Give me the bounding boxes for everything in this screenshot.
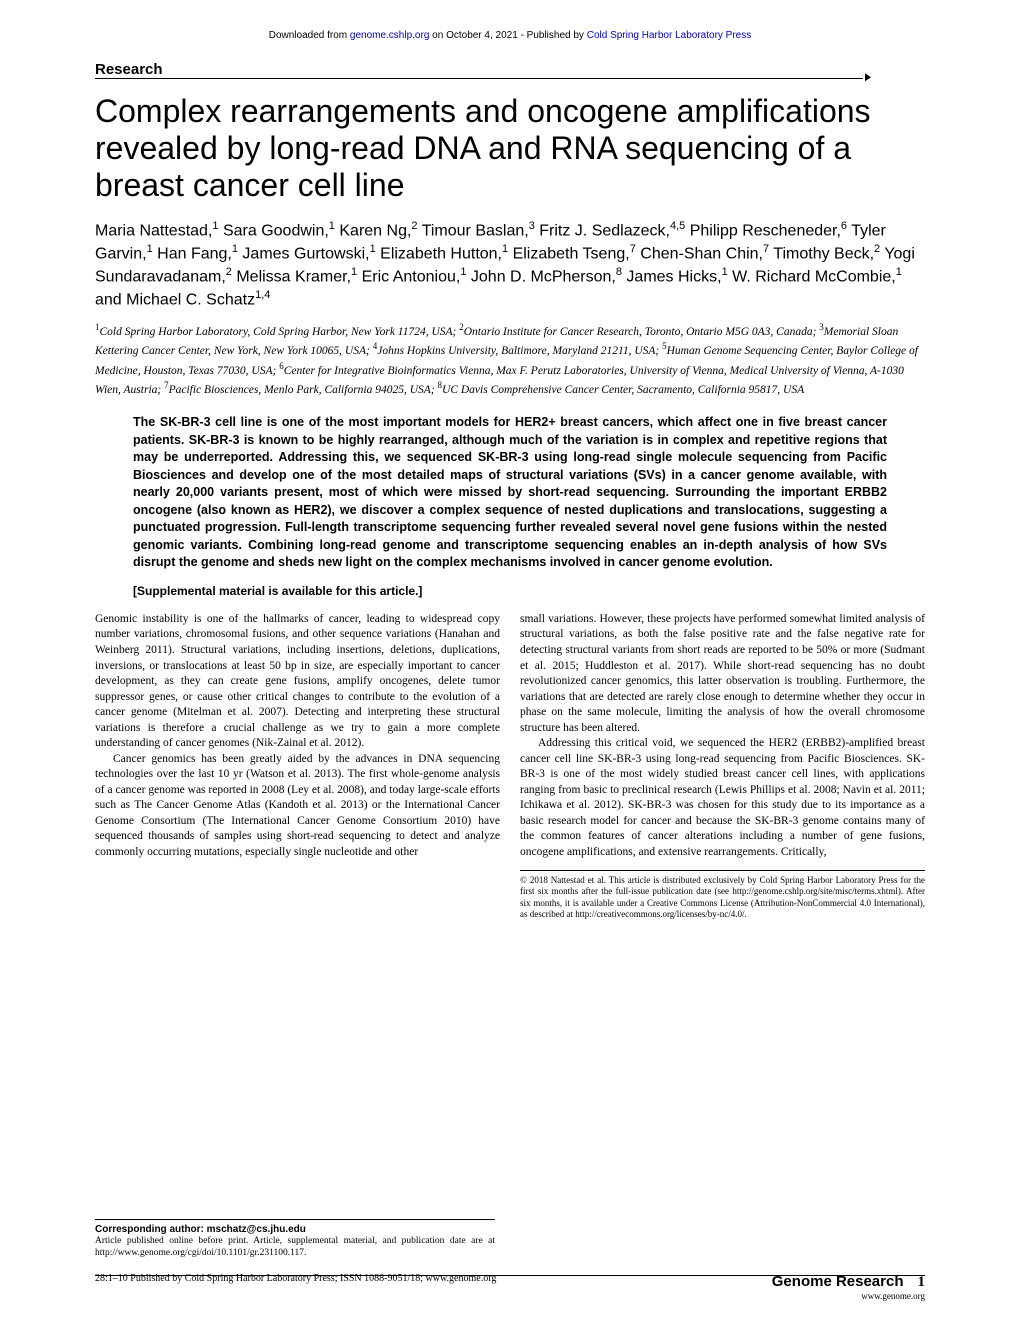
body-paragraph: Genomic instability is one of the hallma… [95,612,500,752]
page-footer: 28:1–10 Published by Cold Spring Harbor … [95,1273,925,1302]
body-paragraph: Cancer genomics has been greatly aided b… [95,752,500,861]
section-label: Research [95,61,863,79]
author-list: Maria Nattestad,1 Sara Goodwin,1 Karen N… [95,219,925,311]
body-paragraph: small variations. However, these project… [520,612,925,736]
journal-site: www.genome.org [861,1291,925,1301]
footer-right: Genome Research 1 www.genome.org [772,1273,925,1302]
footer-left-text: 28:1–10 Published by Cold Spring Harbor … [95,1273,496,1302]
header-mid: on October 4, 2021 - Published by [429,30,586,41]
header-link-1[interactable]: genome.cshlp.org [350,30,430,41]
article-title: Complex rearrangements and oncogene ampl… [95,93,925,203]
left-column: Genomic instability is one of the hallma… [95,612,500,920]
supplemental-note: [Supplemental material is available for … [95,584,925,598]
download-header: Downloaded from genome.cshlp.org on Octo… [95,30,925,41]
copyright-notice: © 2018 Nattestad et al. This article is … [520,870,925,920]
publication-note: Article published online before print. A… [95,1236,495,1260]
abstract: The SK-BR-3 cell line is one of the most… [95,414,925,572]
affiliation-list: 1Cold Spring Harbor Laboratory, Cold Spr… [95,321,925,398]
corresponding-author: Corresponding author: mschatz@cs.jhu.edu [95,1224,495,1237]
body-paragraph: Addressing this critical void, we sequen… [520,736,925,860]
journal-name: Genome Research [772,1273,904,1290]
header-prefix: Downloaded from [269,30,350,41]
body-text: Genomic instability is one of the hallma… [95,612,925,920]
header-link-2[interactable]: Cold Spring Harbor Laboratory Press [587,30,752,41]
corresponding-footer: Corresponding author: mschatz@cs.jhu.edu… [95,1219,495,1260]
page-number: 1 [918,1274,926,1290]
right-column: small variations. However, these project… [520,612,925,920]
